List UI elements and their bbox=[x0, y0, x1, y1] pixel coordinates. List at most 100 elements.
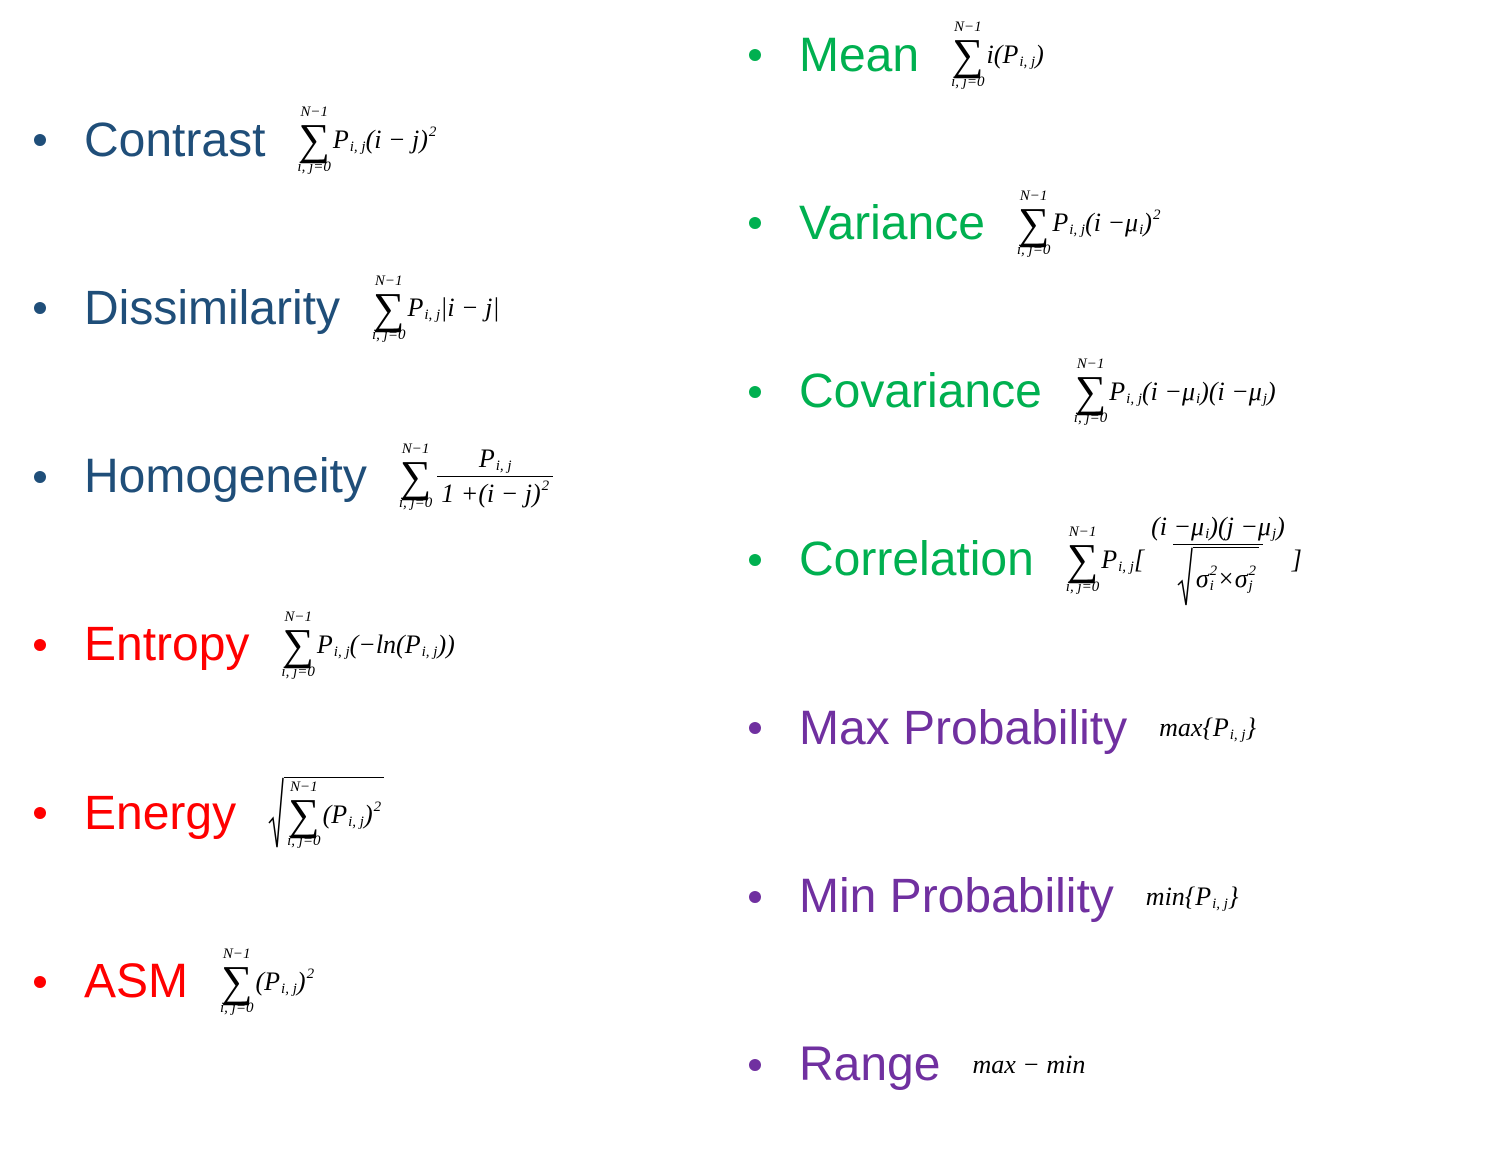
sup-slot bbox=[350, 125, 366, 140]
math-base: P bbox=[407, 293, 424, 323]
subscript: i, j bbox=[1229, 727, 1246, 744]
math-text: × bbox=[1217, 563, 1235, 593]
sub-slot: i bbox=[1196, 391, 1200, 407]
bullet bbox=[749, 217, 761, 230]
subscript: i, j bbox=[349, 139, 366, 155]
sub-slot bbox=[307, 982, 315, 997]
math-base: ) bbox=[363, 799, 373, 829]
subscript: i, j bbox=[333, 643, 350, 660]
numerator: (i − μ i)(j − μ j) bbox=[1147, 512, 1289, 544]
scripts: i, j bbox=[348, 800, 364, 830]
item-label: ASM bbox=[84, 955, 189, 1008]
sum-lower: i, j=0 bbox=[371, 327, 406, 344]
radical-sign bbox=[268, 777, 284, 850]
script-group: μ i bbox=[1191, 512, 1209, 542]
scripts: i, j bbox=[1069, 208, 1085, 238]
summation: N−1 ∑ i, j=0 bbox=[1074, 355, 1107, 427]
item-label: Entropy bbox=[84, 618, 250, 672]
sum-sign: ∑ bbox=[952, 30, 984, 80]
sub-slot: i, j bbox=[1230, 728, 1246, 743]
bullet bbox=[34, 302, 46, 315]
sum-lower: i, j=0 bbox=[1016, 242, 1051, 259]
sum-upper: N−1 bbox=[401, 440, 430, 457]
math-base: P bbox=[1052, 208, 1069, 238]
sum-lower: i, j=0 bbox=[1065, 578, 1100, 595]
script-group: μ i bbox=[1125, 208, 1143, 238]
subscript: i, j bbox=[1118, 558, 1134, 575]
sum-upper: N−1 bbox=[1076, 355, 1105, 372]
summation: N−1 ∑ i, j=0 bbox=[297, 105, 330, 175]
sub-slot: j bbox=[1249, 578, 1257, 594]
scripts: 2 bbox=[429, 125, 437, 155]
math-text: [ bbox=[1133, 544, 1145, 574]
scripts: j bbox=[1272, 512, 1276, 542]
sum-upper: N−1 bbox=[1019, 187, 1048, 204]
radicand: N−1 ∑ i, j=0(P i, j) 2 bbox=[284, 776, 385, 850]
formula: N−1 ∑ i, j=0 P i, j (i − μ i)(i − μ j) bbox=[1074, 355, 1276, 427]
math-text: ( bbox=[255, 966, 265, 996]
sup-slot: 2 bbox=[306, 965, 315, 982]
sub-slot bbox=[1153, 223, 1161, 238]
sup-slot bbox=[1212, 882, 1228, 897]
bullet-item: Dissimilarity N−1 ∑ i, j=0 P i, j |i − j| bbox=[34, 224, 499, 392]
superscript: 2 bbox=[1209, 562, 1218, 579]
math-text: ] bbox=[1291, 544, 1302, 574]
math-text: i( bbox=[986, 40, 1003, 69]
subscript: i, j bbox=[421, 643, 438, 660]
item-label: Contrast bbox=[84, 113, 266, 167]
bullet bbox=[34, 638, 46, 651]
bullet-item: Contrast N−1 ∑ i, j=0 P i, j (i − j) 2 bbox=[34, 56, 436, 224]
superscript: 2 bbox=[1152, 207, 1161, 224]
sub-slot: i, j bbox=[496, 459, 512, 474]
subscript: i, j bbox=[495, 458, 512, 475]
sum-sign: ∑ bbox=[373, 283, 405, 333]
sum-sign: ∑ bbox=[399, 451, 432, 501]
formula: N−1 ∑ i, j=0 P i, j (−ln(P i, j)) bbox=[281, 610, 454, 680]
sum-sign: ∑ bbox=[1017, 198, 1050, 248]
scripts: i, j bbox=[1212, 882, 1228, 912]
formula: N−1 ∑ i, j=0(P i, j) 2 bbox=[220, 945, 315, 1017]
sub-slot: i bbox=[1205, 527, 1209, 542]
script-group: μ i bbox=[1182, 377, 1200, 407]
formula: min{P i, j} bbox=[1146, 882, 1239, 912]
sup-slot bbox=[281, 967, 297, 982]
superscript: 2 bbox=[1248, 562, 1257, 579]
math-base: P bbox=[1101, 544, 1118, 574]
sub-slot: i, j bbox=[424, 308, 440, 323]
scripts: 2 bbox=[542, 479, 550, 509]
math-text: ) bbox=[1276, 512, 1285, 542]
scripts: i, j bbox=[1230, 713, 1246, 743]
sum-upper: N−1 bbox=[222, 945, 251, 962]
formula: N−1 ∑ i, j=0 i(P i, j) bbox=[951, 20, 1044, 90]
item-label: Min Probability bbox=[799, 870, 1114, 923]
scripts: 2 bbox=[306, 965, 315, 997]
superscript: 2 bbox=[373, 798, 382, 815]
script-group: P i, j bbox=[405, 630, 438, 660]
scripts: 2 bbox=[1153, 208, 1161, 238]
superscript: 2 bbox=[306, 965, 315, 982]
math-text: } bbox=[1245, 713, 1256, 743]
bullet bbox=[34, 134, 46, 146]
sub-slot: i, j bbox=[348, 814, 364, 830]
scripts: i bbox=[1139, 208, 1143, 238]
math-base: P bbox=[264, 966, 281, 996]
script-group: P i, j bbox=[479, 444, 512, 474]
summation: N−1 ∑ i, j=0 bbox=[371, 273, 406, 344]
sup-slot: 2 bbox=[1248, 562, 1257, 579]
sub-slot: i, j bbox=[281, 981, 297, 997]
sub-slot: i, j bbox=[1126, 391, 1142, 407]
scripts: i bbox=[1196, 377, 1200, 407]
script-group: (i − j) 2 bbox=[366, 125, 437, 155]
item-label: Correlation bbox=[799, 533, 1034, 587]
bullet-item: Correlation N−1 ∑ i, j=0 P i, j[(i − μ i)(j … bbox=[749, 476, 1302, 644]
script-group: ) 2 bbox=[1143, 208, 1160, 238]
bullet-item: Max Probability max{P i, j} bbox=[749, 644, 1256, 812]
math-base: ) bbox=[1143, 208, 1152, 238]
